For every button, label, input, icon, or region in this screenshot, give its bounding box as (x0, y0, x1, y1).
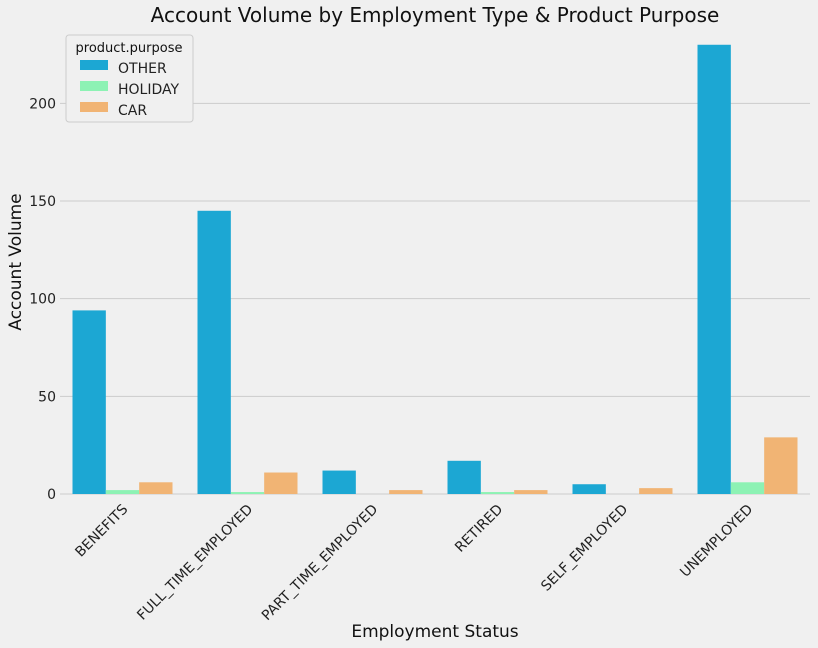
bar-car-self-employed (639, 488, 673, 494)
x-tick-label: PART_TIME_EMPLOYED (259, 502, 381, 624)
bar-holiday-unemployed (730, 482, 765, 494)
legend-item: OTHER (118, 61, 167, 77)
bar-other-unemployed (697, 44, 731, 494)
y-tick-label: 50 (38, 389, 56, 405)
bar-car-benefits (139, 482, 173, 494)
bar-holiday-benefits (105, 490, 140, 494)
x-tick-label: FULL_TIME_EMPLOYED (134, 502, 256, 624)
legend-swatch (80, 102, 108, 112)
x-axis-ticks: BENEFITS FULL_TIME_EMPLOYED PART_TIME_EMPL… (72, 501, 756, 623)
bar-holiday-retired (480, 492, 515, 494)
legend-swatch (80, 60, 108, 70)
bar-other-retired (447, 460, 481, 494)
chart-title: Account Volume by Employment Type & Prod… (151, 3, 720, 27)
legend: product.purpose OTHER HOLIDAY CAR (65, 34, 194, 123)
bar-other-benefits (72, 310, 106, 494)
x-axis-label: Employment Status (351, 622, 518, 642)
bar-car-part-time-employed (389, 490, 423, 494)
legend-box (65, 34, 194, 123)
y-tick-label: 150 (29, 194, 56, 210)
bars (72, 44, 798, 494)
x-tick-label: BENEFITS (72, 501, 131, 560)
legend-title: product.purpose (76, 41, 183, 56)
x-tick-label: RETIRED (452, 502, 506, 556)
bar-other-full-time-employed (197, 210, 231, 494)
bar-car-unemployed (764, 437, 798, 494)
bar-holiday-full-time-employed (230, 492, 265, 494)
y-tick-label: 200 (29, 96, 56, 112)
bar-other-self-employed (572, 484, 606, 494)
y-axis-label: Account Volume (6, 193, 26, 330)
legend-swatch (80, 81, 108, 91)
y-axis-ticks: 0 50 100 150 200 (29, 96, 56, 503)
bar-car-full-time-employed (264, 472, 298, 494)
x-tick-label: SELF_EMPLOYED (538, 502, 631, 595)
bar-car-retired (514, 490, 548, 494)
x-tick-label: UNEMPLOYED (677, 502, 756, 581)
legend-item: CAR (118, 103, 147, 119)
y-tick-label: 100 (29, 292, 56, 308)
y-tick-label: 0 (47, 487, 56, 503)
bar-other-part-time-employed (322, 470, 356, 494)
legend-item: HOLIDAY (118, 82, 180, 98)
